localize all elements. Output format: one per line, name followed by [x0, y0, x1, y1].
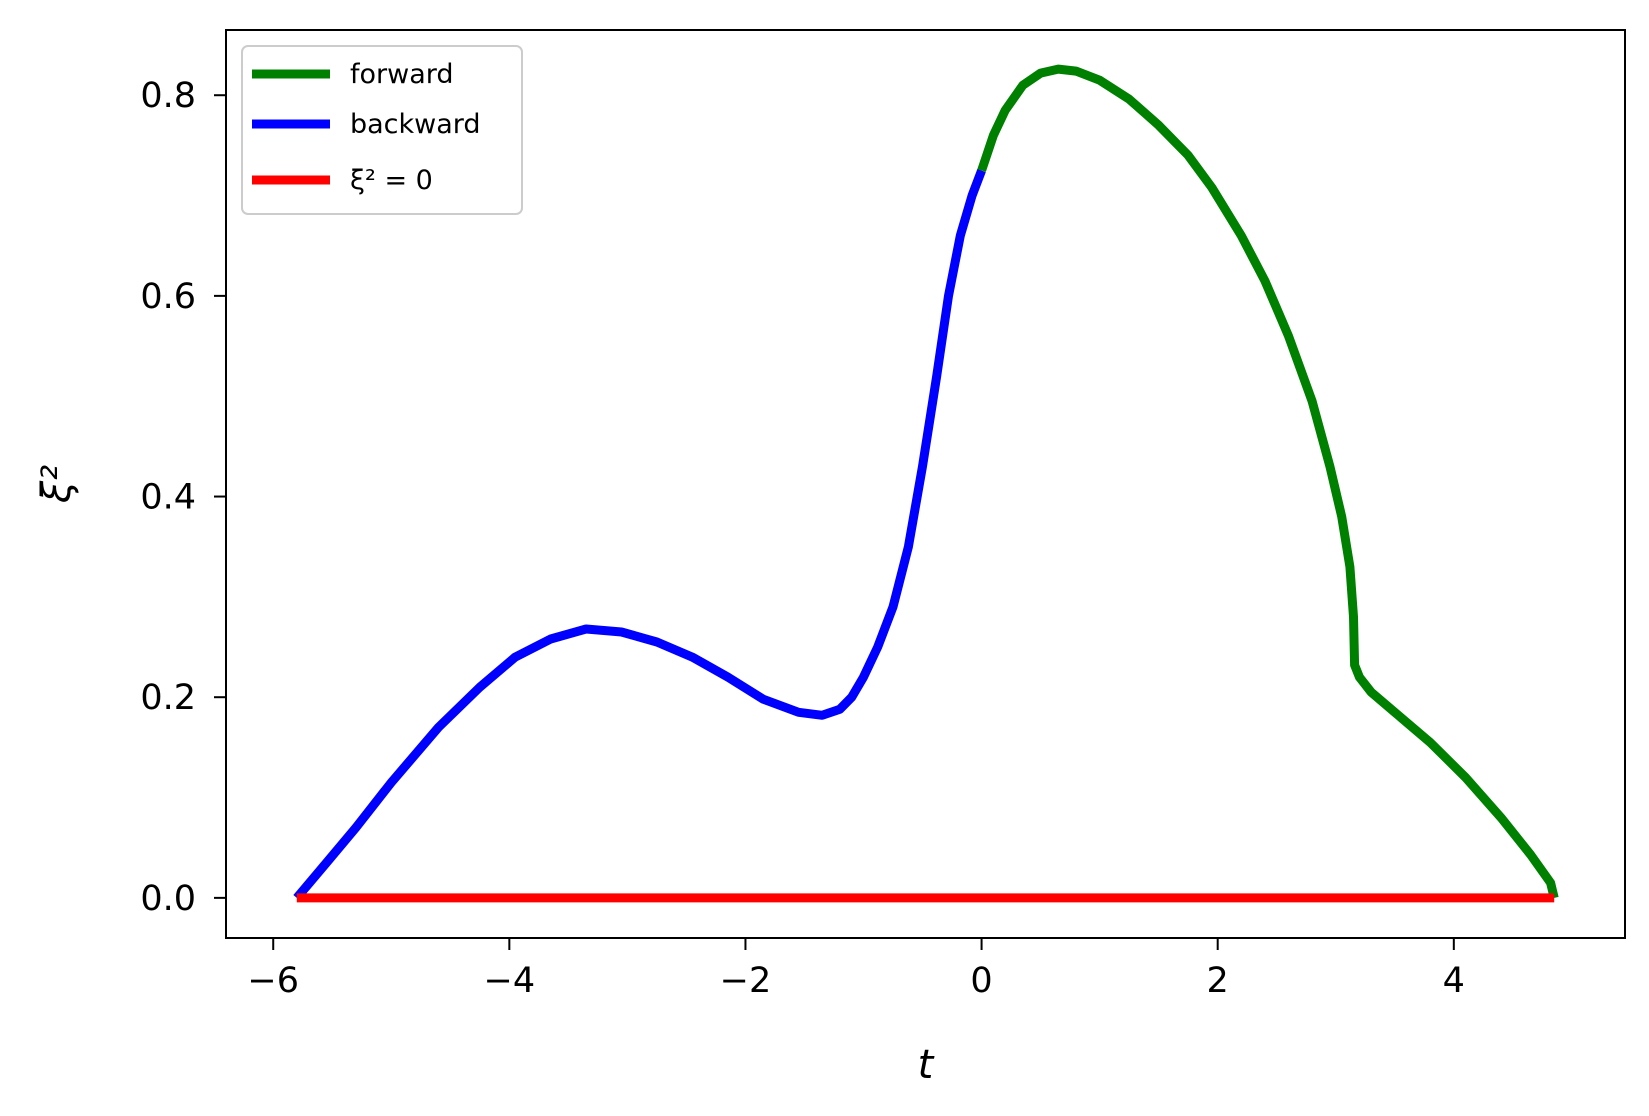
y-axis: 0.0 0.2 0.4 0.6 0.8	[140, 76, 226, 919]
x-tick-label: −2	[720, 961, 772, 1001]
y-tick-label: 0.6	[140, 277, 196, 317]
series-line-forward	[977, 64, 1559, 899]
x-tick-label: 4	[1443, 961, 1465, 1001]
x-axis-label: t	[918, 1042, 935, 1088]
legend: forward backward ξ² = 0	[241, 45, 523, 215]
y-tick-label: 0.0	[140, 879, 196, 919]
y-tick-label: 0.4	[140, 478, 196, 518]
y-tick-label: 0.2	[140, 678, 196, 718]
x-tick-label: 2	[1207, 961, 1229, 1001]
legend-entry-label: forward	[350, 59, 454, 90]
x-tick-label: −6	[247, 961, 299, 1001]
series-layer	[293, 64, 1559, 903]
y-tick-label: 0.8	[140, 76, 196, 116]
y-axis-label: ξ²	[34, 465, 80, 504]
series-line-backward	[293, 168, 986, 901]
plot-frame	[225, 29, 1626, 939]
legend-box	[241, 45, 523, 215]
legend-entry-label: backward	[350, 109, 481, 140]
x-axis: −6 −4 −2 0 2 4	[247, 938, 1465, 1001]
x-tick-label: 0	[970, 961, 992, 1001]
legend-entry-label: ξ² = 0	[350, 165, 433, 196]
x-tick-label: −4	[484, 961, 536, 1001]
